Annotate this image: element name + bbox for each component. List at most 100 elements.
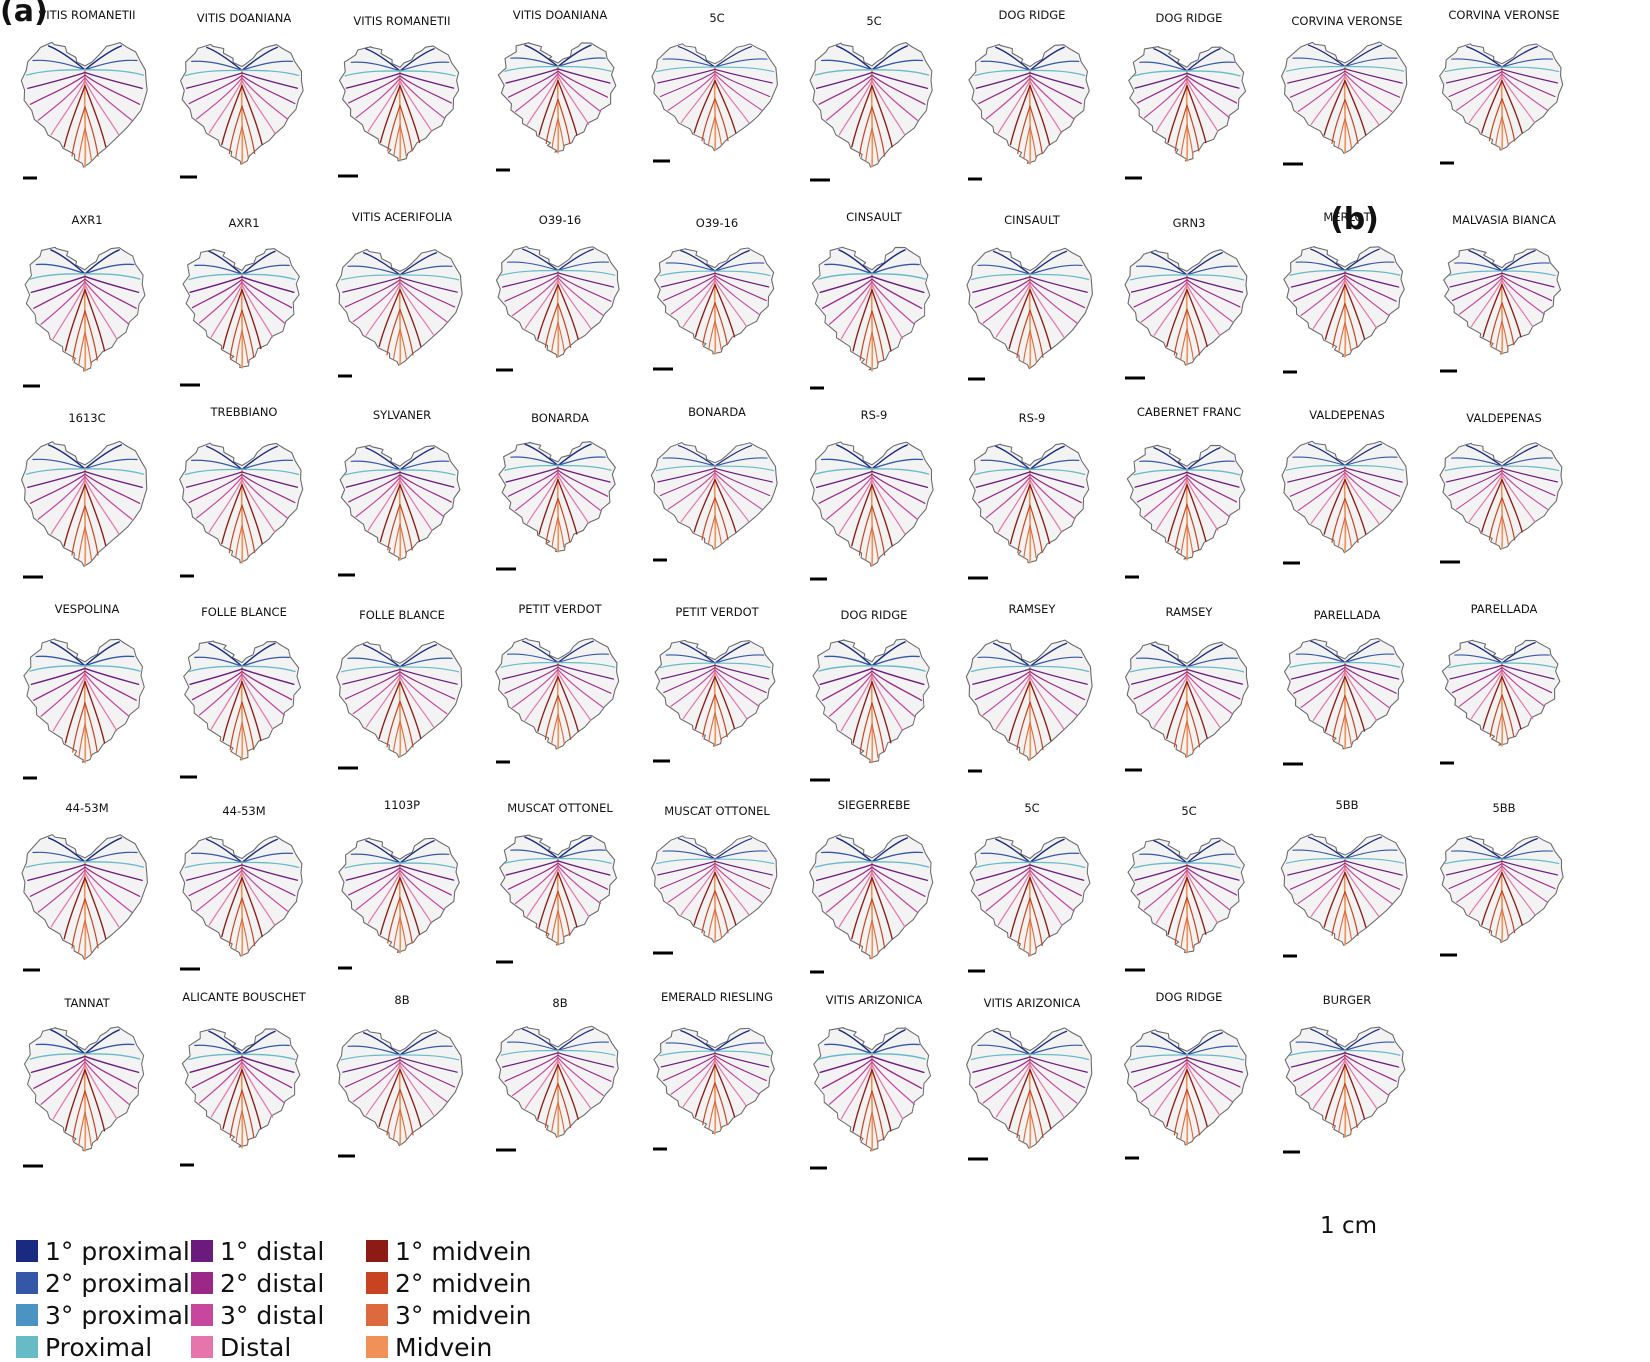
leaf-vein xyxy=(27,863,86,882)
leaf-vein xyxy=(838,79,873,136)
leaf-vein xyxy=(1186,61,1235,72)
leaf-vein xyxy=(1135,657,1188,668)
leaf-vein xyxy=(1133,279,1188,308)
leaf-vein xyxy=(714,1042,765,1052)
leaf-label: O39-16 xyxy=(539,213,581,227)
leaf-vein xyxy=(821,670,873,701)
leaf-vein xyxy=(344,1059,401,1088)
leaf-vein xyxy=(871,310,885,361)
leaf-vein xyxy=(871,723,879,759)
leaf-vein xyxy=(1133,862,1188,869)
leaf-vein xyxy=(84,458,138,470)
leaf-specimen: CINSAULT xyxy=(966,213,1093,381)
leaf-vein xyxy=(399,668,458,685)
leaf-vein xyxy=(557,714,565,745)
leaf-vein xyxy=(241,459,293,470)
leaf-vein xyxy=(997,79,1031,134)
leaf-vein xyxy=(557,1064,579,1120)
leaf-vein xyxy=(241,1110,249,1144)
leaf-vein xyxy=(379,877,401,936)
leaf-vein xyxy=(1029,468,1086,476)
leaf-vein xyxy=(871,275,925,294)
leaf-vein xyxy=(1344,479,1367,535)
leaf-vein xyxy=(870,860,874,960)
leaf-vein xyxy=(84,470,143,489)
leaf-vein xyxy=(29,1053,86,1060)
leaf-vein xyxy=(680,75,716,124)
leaf-vein xyxy=(557,303,572,348)
leaf-vein xyxy=(1029,281,1078,324)
leaf-vein xyxy=(1029,1064,1065,1118)
leaf-vein xyxy=(1009,484,1031,545)
leaf-vein xyxy=(665,262,716,272)
leaf-vein xyxy=(514,72,559,113)
leaf-vein xyxy=(84,866,141,897)
leaf-vein xyxy=(194,264,243,276)
leaf-vein xyxy=(1186,1064,1221,1116)
leaf-vein xyxy=(506,261,559,272)
leaf-vein xyxy=(241,1063,274,1118)
leaf-vein xyxy=(871,1063,904,1120)
leaf-specimen: PARELLADA xyxy=(1283,608,1405,766)
leaf-vein xyxy=(526,474,559,525)
leaf-vein xyxy=(84,288,106,352)
leaf-vein xyxy=(347,1045,401,1056)
leaf-vein xyxy=(557,836,592,860)
leaf-vein xyxy=(1488,98,1503,142)
leaf-vein xyxy=(25,861,86,868)
leaf-vein xyxy=(1501,863,1556,890)
leaf-vein xyxy=(240,665,244,761)
leaf-vein xyxy=(241,1053,296,1061)
leaf-vein xyxy=(84,310,98,361)
leaf-vein xyxy=(399,447,435,471)
leaf-vein xyxy=(378,289,401,347)
leaf-vein xyxy=(196,476,243,519)
leaf-vein xyxy=(865,526,873,561)
leaf-vein xyxy=(1344,653,1395,664)
leaf-vein xyxy=(1186,471,1240,488)
leaf-vein xyxy=(1029,673,1078,716)
leaf-vein xyxy=(84,1090,98,1141)
leaf-vein xyxy=(198,1061,243,1104)
leaf-vein xyxy=(399,265,453,276)
leaf-vein xyxy=(557,322,565,353)
leaf-vein xyxy=(1289,70,1346,98)
leaf-vein xyxy=(64,1068,86,1132)
leaf-vein xyxy=(557,666,612,694)
leaf-vein xyxy=(818,1053,873,1060)
leaf-vein xyxy=(1344,68,1403,84)
legend-item: 2° midvein xyxy=(366,1268,532,1298)
leaf-specimen: CINSAULT xyxy=(810,210,931,390)
leaf-vein xyxy=(871,473,926,504)
leaf-label: GRN3 xyxy=(1173,216,1206,230)
leaf-vein xyxy=(367,80,401,132)
leaf-vein xyxy=(399,72,455,89)
leaf-vein xyxy=(188,473,243,504)
legend-label: 3° midvein xyxy=(395,1300,532,1330)
leaf-vein xyxy=(1337,517,1346,548)
panel-label-a: (a) xyxy=(0,0,48,29)
leaf-vein xyxy=(714,98,729,142)
leaf-vein xyxy=(399,474,452,503)
leaf-vein xyxy=(997,871,1031,926)
leaf-vein xyxy=(557,99,571,144)
leaf-vein xyxy=(1466,838,1503,860)
leaf-vein xyxy=(970,273,1031,281)
leaf-vein xyxy=(84,263,135,275)
leaf-label: VITIS DOANIANA xyxy=(513,8,608,22)
leaf-vein xyxy=(241,838,278,864)
leaf-vein xyxy=(1292,57,1346,68)
leaf-vein xyxy=(714,1082,728,1126)
leaf-vein xyxy=(1029,1056,1088,1073)
leaf-vein xyxy=(1186,308,1201,356)
leaf-vein xyxy=(871,526,879,561)
legend-label: Proximal xyxy=(45,1332,153,1362)
leaf-vein xyxy=(500,1049,559,1056)
leaf-label: 5C xyxy=(866,14,881,28)
leaf-vein xyxy=(714,275,767,302)
leaf-label: VITIS ARIZONICA xyxy=(984,996,1081,1010)
leaf-vein xyxy=(821,278,873,309)
leaf-vein xyxy=(871,919,879,954)
leaf-vein xyxy=(504,65,559,72)
leaf-vein xyxy=(228,105,243,155)
